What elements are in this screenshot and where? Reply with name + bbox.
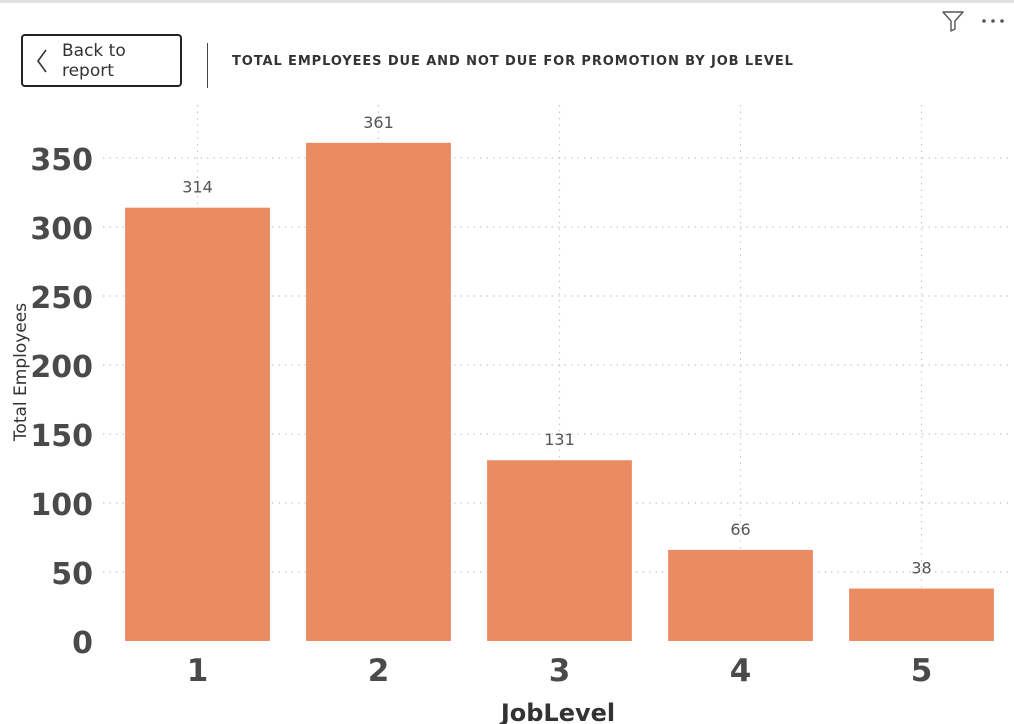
x-tick-label: 2 xyxy=(368,653,390,689)
filter-icon[interactable] xyxy=(940,8,966,34)
data-label: 314 xyxy=(182,178,213,197)
chevron-left-icon xyxy=(23,48,62,74)
visual-header-icons xyxy=(940,8,1006,34)
y-tick-label: 250 xyxy=(30,281,93,316)
y-tick-label: 100 xyxy=(30,488,93,523)
bar xyxy=(125,207,270,641)
y-tick-label: 0 xyxy=(72,626,93,661)
y-tick-label: 200 xyxy=(30,350,93,385)
bar xyxy=(668,549,813,641)
x-tick-label: 3 xyxy=(549,653,571,689)
data-label: 38 xyxy=(911,559,931,578)
bar-chart: 0 50 100 150 200 250 300 350 314 1 361 2 131 3 66 4 38 5 J… xyxy=(11,105,1008,724)
chart-title: TOTAL EMPLOYEES DUE AND NOT DUE FOR PROM… xyxy=(232,54,794,69)
y-tick-label: 50 xyxy=(51,557,93,592)
bar xyxy=(487,460,632,641)
back-to-report-button[interactable]: Back to report xyxy=(21,34,182,87)
data-label: 361 xyxy=(363,113,394,132)
y-tick-label: 150 xyxy=(30,419,93,454)
bar xyxy=(849,588,994,641)
header-divider xyxy=(207,43,208,88)
data-label: 131 xyxy=(544,430,575,449)
x-tick-label: 5 xyxy=(911,653,933,689)
x-tick-label: 1 xyxy=(187,653,209,689)
back-to-report-label: Back to report xyxy=(61,40,126,81)
y-tick-label: 350 xyxy=(30,143,93,178)
y-axis-title: Total Employees xyxy=(11,303,31,442)
top-border xyxy=(0,0,1014,3)
y-tick-label: 300 xyxy=(30,212,93,247)
data-label: 66 xyxy=(730,520,750,539)
x-axis-title: JobLevel xyxy=(499,699,615,724)
more-options-icon[interactable] xyxy=(980,8,1006,34)
bar xyxy=(306,142,451,641)
x-tick-label: 4 xyxy=(730,653,752,689)
